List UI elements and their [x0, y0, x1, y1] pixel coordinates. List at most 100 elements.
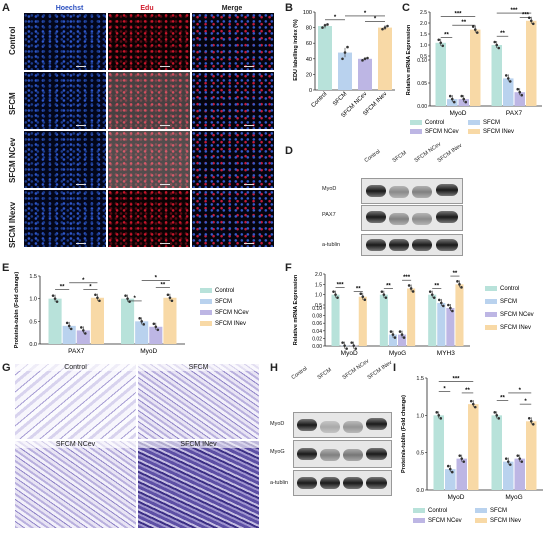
chart-f-ytick-label: 0.04 [312, 329, 322, 335]
blot-h-lane-sfcm: SFCM [316, 367, 333, 381]
micrograph-sfcm-hoechst [24, 72, 106, 129]
chart-b-sig-label: * [374, 16, 377, 22]
micrograph-ncev-hoechst [24, 131, 106, 188]
blot-d-pax7 [361, 205, 463, 231]
micrograph-inexv-merge [192, 190, 274, 247]
blot-h-myog [293, 440, 392, 468]
chart-c-bar-myod-3 [470, 29, 481, 107]
chart-e-sig-label: ** [161, 282, 166, 288]
stain-image-ncev: SFCM NCev [15, 441, 136, 528]
micrograph-ncev-merge [192, 131, 274, 188]
blot-d-atublin [361, 234, 463, 256]
chart-b-point [346, 45, 349, 49]
chart-b-bar-1 [338, 52, 352, 90]
chart-e-legend-swatch [200, 288, 212, 293]
micrograph-inexv-hoechst [24, 190, 106, 247]
chart-e-bar-myod-0 [121, 298, 135, 344]
chart-c-point [441, 44, 445, 48]
chart-b-xtick-label: Control [310, 91, 328, 109]
chart-e-ytick-label: 1.0 [29, 297, 37, 303]
chart-f-point [411, 290, 415, 293]
chart-e-ytick-label: 1.5 [29, 274, 37, 280]
chart-f-point [350, 341, 354, 344]
chart-f-point [428, 290, 432, 293]
panel-letter-h: H [270, 362, 278, 374]
chart-c-legend-swatch [468, 129, 480, 134]
chart-f-ylabel: Relative mRNA Expression [293, 274, 299, 345]
chart-i-bar-myod-0 [433, 415, 444, 490]
blot-d-label-myod: MyoD [322, 186, 337, 192]
chart-e-point [170, 299, 174, 303]
chart-f-legend-swatch [485, 286, 497, 291]
chart-f-xtick-label: MyoD [341, 350, 358, 357]
chart-b-point [361, 59, 364, 62]
chart-i-xtick-label: MyoD [448, 494, 465, 501]
chart-e-ytick-label: 0.0 [29, 342, 37, 348]
chart-c-bar-pax7-2 [514, 92, 525, 106]
chart-c-sig-label: ** [500, 31, 505, 37]
chart-f-bar-myod-0 [331, 294, 340, 346]
chart-i-legend-label: Control [428, 508, 447, 514]
chart-e-legend-swatch [200, 321, 212, 326]
chart-f-ytick-label: 0.00 [312, 344, 322, 350]
chart-i-point [527, 417, 531, 420]
chart-e-point [152, 322, 156, 326]
chart-e-legend-label: SFCM [215, 299, 232, 305]
chart-f-point [441, 304, 445, 308]
chart-f-point [400, 333, 404, 336]
chart-c-ytick-label: 2.5 [420, 10, 427, 16]
panel-letter-g: G [2, 362, 11, 374]
chart-c-bar-myod-0 [435, 42, 446, 106]
chart-f-sig-label: *** [403, 275, 411, 281]
panel-letter-i: I [393, 362, 397, 374]
chart-e-point [53, 297, 57, 300]
chart-b-edu-labelling: 0 20 40 60 80 100 EDU labelling index (%) Contr… [293, 10, 395, 119]
chart-i-point [462, 460, 466, 463]
chart-b-sig-label: * [334, 15, 337, 21]
chart-c-ytick-label: 1.0 [420, 43, 427, 49]
chart-e-sig-label: * [82, 278, 85, 284]
chart-i-bar-myog-1 [503, 461, 514, 490]
chart-e-point [154, 325, 158, 329]
chart-c-sig-label: *** [510, 8, 518, 14]
chart-e-point [96, 296, 99, 300]
chart-i-ytick-label: 0.0 [416, 488, 424, 494]
chart-f-ytick-label: 0.02 [312, 336, 322, 342]
chart-c-point [508, 80, 512, 83]
blot-h-atublin [293, 470, 392, 496]
chart-i-point [471, 402, 475, 406]
chart-c-sig-label: ** [444, 32, 449, 38]
chart-c-point [495, 43, 499, 47]
chart-f-point [439, 301, 443, 305]
blot-h-lane-control: Control [290, 365, 309, 381]
chart-f-point [354, 347, 358, 350]
chart-i-point [437, 414, 441, 417]
chart-i-legend-swatch [413, 508, 425, 513]
chart-f-legend-label: Control [500, 286, 519, 292]
chart-e-point [65, 321, 69, 325]
chart-e-point [55, 300, 59, 303]
chart-e-protein: 0.0 0.5 1.0 1.5 Protein/a-tubin (Fold change… [14, 272, 249, 355]
chart-b-point [386, 24, 389, 28]
chart-i-ytick-label: 1.0 [416, 413, 424, 419]
chart-i-point [458, 454, 462, 457]
chart-b-ytick-label: 100 [303, 10, 312, 16]
chart-f-point [437, 298, 441, 302]
micrograph-ncev-edu [108, 131, 190, 188]
chart-b-xtick-label: SFCM [332, 91, 348, 107]
chart-f-bar-myh3-3 [455, 284, 464, 346]
chart-e-point [166, 293, 170, 297]
chart-f-ytick-label: 1.0 [315, 293, 322, 299]
chart-e-point [142, 323, 145, 326]
chart-f-legend-swatch [485, 325, 497, 330]
chart-f-sig-label: ** [434, 283, 439, 289]
chart-f-ytick-label: 1.5 [315, 282, 322, 288]
micrograph-sfcm-merge [192, 72, 274, 129]
micrograph-inexv-edu [108, 190, 190, 247]
chart-e-xtick-label: PAX7 [68, 348, 85, 355]
chart-i-point [495, 414, 499, 417]
chart-c-sig-label: *** [522, 13, 530, 19]
chart-e-point [94, 293, 97, 297]
chart-f-point [343, 344, 346, 347]
chart-i-point [493, 411, 497, 414]
